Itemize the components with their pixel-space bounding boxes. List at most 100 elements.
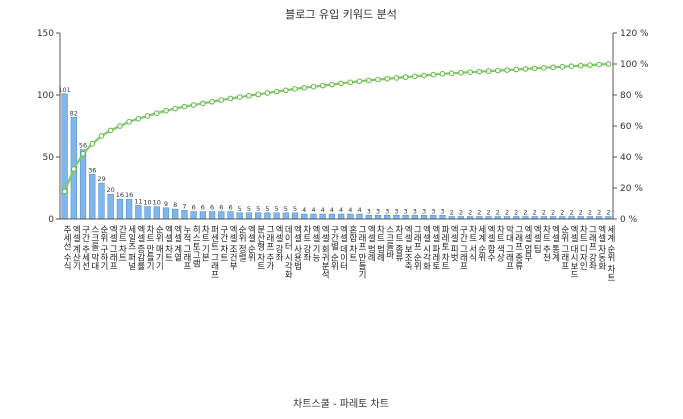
- bar-value-label: 2: [560, 209, 564, 217]
- category-label: 파레토 차트: [439, 225, 449, 270]
- category-label: 그래프 종류: [513, 225, 523, 271]
- category-label: 막대 그래프: [504, 224, 514, 270]
- bar-value-label: 56: [79, 142, 87, 150]
- bar-value-label: 16: [116, 191, 124, 199]
- y2-tick-label: 80 %: [620, 91, 643, 101]
- bar-value-label: 4: [357, 206, 361, 214]
- bar-value-label: 20: [107, 186, 115, 194]
- y2-tick-label: 120 %: [620, 29, 649, 39]
- category-label: 엑셀 범례: [366, 224, 376, 262]
- bar-value-label: 2: [606, 209, 610, 217]
- bar-value-label: 4: [339, 206, 343, 214]
- bar: [319, 213, 326, 220]
- category-label: 순위 매기기: [154, 225, 164, 271]
- category-label: 스크롤 막대: [89, 225, 99, 271]
- category-label: 스크롤바: [384, 225, 394, 260]
- cumulative-point: [375, 76, 381, 83]
- cumulative-point: [98, 133, 105, 139]
- bar-value-label: 2: [514, 209, 518, 217]
- bar-value-label: 9: [164, 200, 168, 208]
- cumulative-point: [577, 62, 584, 69]
- cumulative-point: [200, 100, 206, 107]
- bar-value-label: 3: [376, 207, 380, 215]
- cumulative-point: [476, 68, 483, 75]
- cumulative-point: [163, 107, 169, 114]
- cumulative-point: [430, 71, 437, 78]
- bar: [374, 215, 382, 220]
- bar: [255, 212, 262, 220]
- bar-value-label: 2: [459, 209, 463, 217]
- cumulative-point: [513, 66, 520, 73]
- category-label: 엑셀 대시보드: [569, 224, 579, 278]
- cumulative-point: [504, 67, 510, 73]
- category-label: 구간 그래프: [458, 225, 468, 270]
- cumulative-point: [541, 65, 547, 71]
- category-label: 엑셀 회귀분석: [320, 224, 330, 279]
- y2-tick-label: 40 %: [620, 153, 643, 163]
- cumulative-point: [227, 95, 234, 102]
- bar-value-label: 2: [542, 209, 546, 217]
- category-label: 엑셀 증감률: [135, 224, 145, 270]
- cumulative-point: [246, 92, 252, 99]
- category-label: 세계 순위 차트: [605, 225, 615, 281]
- category-label: 그래프 추가: [264, 225, 274, 271]
- cumulative-point: [61, 188, 68, 195]
- chart-title: 블로그 유입 키워드 분석: [285, 8, 397, 21]
- bar: [338, 213, 345, 220]
- category-label: 엑셀 차트: [163, 224, 173, 261]
- bar: [135, 205, 142, 220]
- y-tick-label: 50: [43, 153, 55, 163]
- cumulative-point: [181, 103, 188, 110]
- cumulative-point: [153, 110, 160, 117]
- cumulative-point: [550, 64, 556, 71]
- category-label: 순위 그래프: [559, 225, 569, 270]
- bar: [402, 215, 409, 220]
- cumulative-point: [587, 62, 593, 68]
- category-label: 세일즈 퍼널: [126, 225, 136, 270]
- category-label: 퍼센트 그래프: [209, 225, 219, 279]
- cumulative-point: [421, 72, 427, 79]
- bar: [172, 208, 179, 220]
- cumulative-point: [107, 127, 114, 134]
- cumulative-point: [89, 141, 96, 147]
- cumulative-point: [319, 82, 326, 89]
- bar-value-label: 11: [134, 197, 142, 205]
- bar-value-label: 3: [404, 207, 408, 215]
- category-label: 차트 종류: [393, 225, 403, 263]
- category-label: 차트 강좌: [301, 225, 311, 263]
- x-axis-title: 차트스쿨 - 파레토 차트: [293, 398, 389, 410]
- category-label: 차트 디자인: [578, 225, 588, 270]
- cumulative-point: [144, 113, 151, 119]
- bar-value-label: 8: [173, 201, 177, 209]
- cumulative-point: [190, 102, 197, 108]
- bar: [190, 211, 197, 220]
- bar-value-label: 6: [219, 204, 223, 212]
- cumulative-line: [63, 62, 609, 192]
- category-label: 혼합 차트: [347, 224, 357, 261]
- cumulative-point: [568, 63, 575, 69]
- y-tick-label: 0: [48, 215, 54, 225]
- bar-value-label: 4: [330, 206, 334, 214]
- category-labels-layer: 추세선 수식 엑셀 계산기 구간 추세선 스크롤 막대 순위 구하기 엑셀 그래프 간트 차…: [62, 224, 616, 281]
- category-label: 그래프 만들기: [357, 225, 367, 280]
- bar-value-label: 2: [450, 209, 454, 217]
- bar-value-label: 2: [597, 209, 601, 217]
- category-label: 데이터 시각화: [283, 225, 293, 280]
- bar-value-label: 2: [496, 209, 500, 217]
- cumulative-point: [467, 69, 473, 76]
- bar: [420, 215, 428, 220]
- category-label: 순위 정렬: [237, 225, 247, 262]
- cumulative-point: [365, 77, 372, 84]
- category-label: 엑셀 데이터: [338, 224, 348, 271]
- bar: [356, 213, 363, 220]
- bar-value-label: 5: [238, 205, 242, 213]
- bar: [236, 212, 243, 220]
- category-label: 엑셀 계산기: [71, 224, 81, 271]
- bar-value-label: 3: [385, 207, 389, 215]
- cumulative-point: [402, 74, 409, 80]
- cumulative-point: [384, 75, 390, 82]
- bar-value-label: 3: [413, 207, 417, 215]
- bar: [79, 149, 87, 220]
- category-label: 엑셀 팁: [532, 224, 542, 253]
